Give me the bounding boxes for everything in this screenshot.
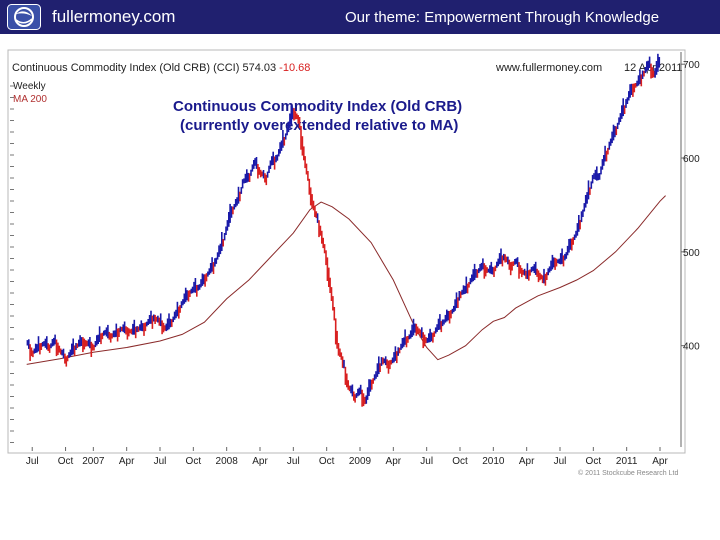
x-tick-label: Jul xyxy=(26,456,39,467)
x-tick-label: Apr xyxy=(519,456,535,467)
y-tick-label: 600 xyxy=(683,154,700,165)
x-tick-label: Jul xyxy=(154,456,167,467)
x-tick-label: Oct xyxy=(586,456,602,467)
x-tick-label: Apr xyxy=(386,456,402,467)
site-name[interactable]: fullermoney.com xyxy=(52,7,176,26)
chart-website: www.fullermoney.com xyxy=(495,62,602,74)
x-tick-label: 2007 xyxy=(82,456,105,467)
legend-ma200: MA 200 xyxy=(13,94,47,105)
y-tick-label: 400 xyxy=(683,342,700,353)
x-tick-label: 2011 xyxy=(616,456,638,467)
chart-source-line: Continuous Commodity Index (Old CRB) (CC… xyxy=(12,62,310,74)
ma200-line xyxy=(26,195,666,365)
y-tick-label: 700 xyxy=(683,60,700,71)
left-tick-marks xyxy=(10,85,14,443)
x-tick-label: Jul xyxy=(420,456,433,467)
x-tick-label: Apr xyxy=(652,456,668,467)
weekly-price-bars xyxy=(26,53,661,407)
price-change: -10.68 xyxy=(279,62,310,74)
x-tick-label: Oct xyxy=(452,456,468,467)
x-tick-label: Jul xyxy=(287,456,300,467)
x-tick-label: 2009 xyxy=(349,456,372,467)
chart-date: 12 Apr 2011 xyxy=(624,62,683,74)
x-tick-label: Jul xyxy=(554,456,567,467)
globe-logo-icon xyxy=(7,4,41,30)
commodity-index-chart: Continuous Commodity Index (Old CRB) (CC… xyxy=(7,49,700,477)
chart-copyright: © 2011 Stockcube Research Ltd xyxy=(578,469,678,477)
y-tick-label: 500 xyxy=(683,248,700,259)
x-tick-label: 2008 xyxy=(216,456,239,467)
y-axis: 400 500 600 700 xyxy=(680,52,700,447)
x-tick-label: Oct xyxy=(319,456,335,467)
legend-weekly: Weekly xyxy=(13,81,46,92)
chart-title-line-1: Continuous Commodity Index (Old CRB) xyxy=(173,98,462,115)
header-bar: fullermoney.com Our theme: Empowerment T… xyxy=(0,0,720,34)
chart-title-line-2: (currently overextended relative to MA) xyxy=(180,117,458,134)
x-tick-label: Oct xyxy=(186,456,202,467)
x-tick-label: 2010 xyxy=(482,456,505,467)
theme-tagline: Our theme: Empowerment Through Knowledge xyxy=(345,9,660,26)
x-tick-label: Apr xyxy=(119,456,135,467)
x-tick-label: Oct xyxy=(58,456,74,467)
x-tick-label: Apr xyxy=(252,456,268,467)
x-axis: Jul Oct 2007 Apr Jul Oct 2008 Apr Jul Oct 2009 Apr J… xyxy=(26,447,668,467)
